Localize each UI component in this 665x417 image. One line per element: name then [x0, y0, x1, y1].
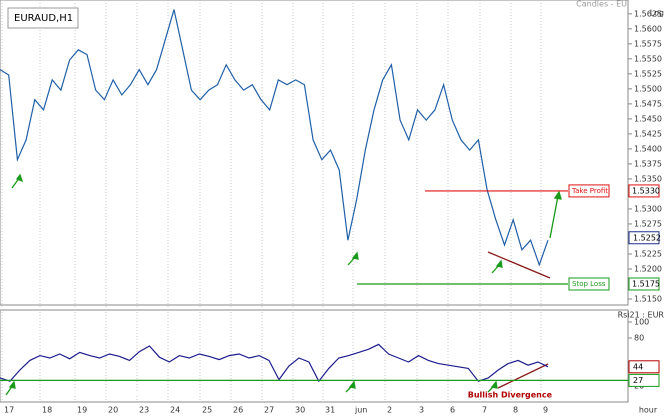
y-tick-label: 1.5550 [634, 54, 662, 63]
rsi-name: Rsi21 : EUR [618, 311, 665, 320]
y-tick-label: 1.5475 [634, 99, 662, 108]
x-tick-label: 3 [419, 406, 424, 415]
price-box [628, 184, 660, 198]
x-tick-label: 24 [170, 406, 180, 415]
y-tick-label: 1.5375 [634, 159, 662, 168]
price-panel [0, 0, 629, 306]
data-line [0, 343, 549, 383]
last-value-box [628, 360, 660, 374]
x-tick-label: 26 [233, 406, 243, 415]
last-value-label: 44 [633, 362, 643, 371]
level-tag [568, 184, 610, 198]
symbol: EURAUD,H1 [14, 13, 73, 24]
x-tick-label: 9 [543, 406, 548, 415]
watermark: www.instaforex.com [12, 384, 184, 404]
x-tick-label: 25 [202, 406, 212, 415]
trendline [487, 251, 551, 279]
arrows [5, 173, 562, 396]
y-tick-label: 1.5625 [634, 9, 662, 18]
x-tick-label: 17 [4, 406, 14, 415]
x-tick-label: 7 [482, 406, 487, 415]
level-tag [568, 277, 610, 291]
x-tick-label: 20 [108, 406, 118, 415]
level-name: Stop Loss [572, 280, 606, 288]
scale-note: Log [650, 9, 664, 18]
y-tick-label: 1.5150 [634, 294, 662, 303]
price-label: 1.5330 [632, 186, 660, 195]
last-value-box [628, 231, 660, 245]
x-tick-label: jun [354, 406, 367, 415]
price-box [628, 373, 660, 387]
y-tick-label: 1.5225 [634, 249, 662, 258]
x-tick-label: 30 [295, 406, 305, 415]
y-tick-label: 1.5575 [634, 39, 662, 48]
x-tick-label: 31 [325, 406, 335, 415]
y-tick-label: 1.5200 [634, 264, 662, 273]
x-tick-label: 8 [513, 406, 518, 415]
y-tick-label: 1.5300 [634, 204, 662, 213]
y-tick-label: 1.5450 [634, 114, 662, 123]
price-box [628, 277, 660, 291]
y-tick-label: 1.5425 [634, 129, 662, 138]
x-tick-label: 6 [450, 406, 455, 415]
indicator-name: Candles - EU [576, 0, 627, 9]
x-tick-label: 27 [264, 406, 274, 415]
x-tick-label: 19 [77, 406, 87, 415]
x-tick-label: 2 [387, 406, 392, 415]
y-tick-label: 1.5525 [634, 69, 662, 78]
y-tick-label: 1.5275 [634, 219, 662, 228]
y-tick-label: 1.5600 [634, 24, 662, 33]
last-value-label: 1.5252 [633, 233, 661, 242]
time-unit: hour [639, 406, 658, 415]
symbol-box [7, 7, 79, 29]
price-label: 1.5175 [632, 279, 660, 288]
x-tick-label: 23 [139, 406, 149, 415]
y-tick-label: 1.5500 [634, 84, 662, 93]
data-line [0, 9, 549, 267]
trendline [497, 363, 549, 389]
y-tick-label: 80 [634, 334, 644, 343]
price-label: 27 [633, 376, 643, 385]
y-tick-label: 1.5350 [634, 174, 662, 183]
y-tick-label: 100 [634, 318, 649, 327]
y-tick-label: 1.5400 [634, 144, 662, 153]
level-name: Take Profit [571, 187, 608, 195]
annotation: Bullish Divergence [468, 391, 553, 400]
x-tick-label: 18 [42, 406, 52, 415]
